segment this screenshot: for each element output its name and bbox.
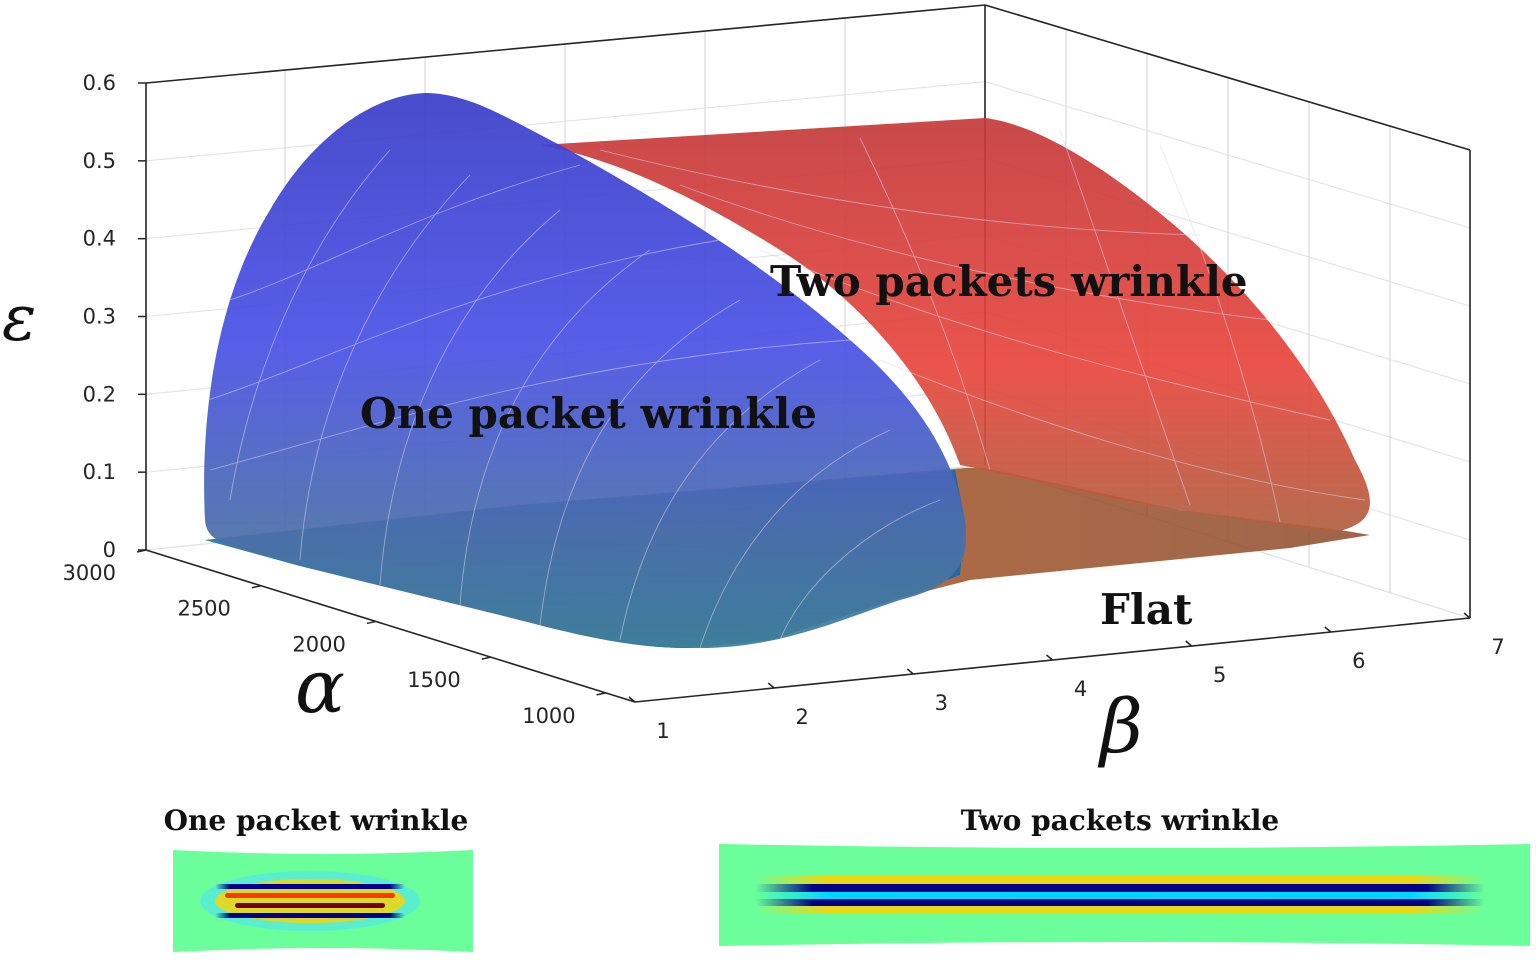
beta-tick-mark (1324, 626, 1332, 633)
beta-tick-mark (1463, 612, 1471, 619)
beta-axis-label: β (1097, 684, 1143, 770)
beta-tick-label: 3 (935, 691, 948, 715)
inset-two-packets: Two packets wrinkle (719, 804, 1530, 946)
alpha-tick-mark (481, 656, 491, 660)
z-tick-label: 0.3 (83, 305, 116, 329)
z-tick-label: 0 (103, 538, 116, 562)
region-label-flat: Flat (1100, 585, 1193, 634)
beta-tick-label: 2 (795, 705, 808, 729)
region-label-one-packet: One packet wrinkle (360, 389, 817, 438)
inset-one-packet-title: One packet wrinkle (164, 804, 469, 837)
inset-two-packets-title: Two packets wrinkle (961, 804, 1279, 837)
z-tick-label: 0.2 (83, 382, 116, 406)
alpha-axis: 1000 1500 2000 2500 3000 α (63, 549, 606, 730)
alpha-tick-label: 1500 (407, 668, 460, 692)
z-tick-label: 0.1 (83, 460, 116, 484)
beta-tick-mark (906, 668, 914, 675)
beta-tick-label: 6 (1352, 649, 1365, 673)
alpha-tick-mark (366, 620, 376, 625)
alpha-tick-label: 1000 (522, 704, 575, 728)
z-axis: 0 0.1 0.2 0.3 0.4 0.5 0.6 ε (2, 71, 146, 562)
beta-tick-mark (1185, 640, 1193, 647)
z-tick-label: 0.6 (83, 71, 116, 95)
z-axis-label: ε (2, 282, 36, 356)
beta-axis: 1 2 3 4 5 6 7 β (628, 612, 1505, 770)
inset-one-packet: One packet wrinkle (164, 804, 473, 952)
z-tick-label: 0.5 (83, 149, 116, 173)
alpha-tick-mark (251, 584, 262, 589)
beta-tick-label: 4 (1074, 677, 1087, 701)
z-tick-label: 0.4 (83, 227, 116, 251)
surface-mesh (207, 129, 1366, 649)
beta-tick-label: 5 (1213, 663, 1226, 687)
alpha-tick-mark (596, 692, 606, 696)
beta-tick-mark (628, 696, 636, 703)
beta-tick-mark (1046, 654, 1053, 661)
alpha-tick-label: 2500 (177, 597, 230, 621)
alpha-tick-mark (136, 549, 147, 553)
alpha-tick-label: 2000 (292, 632, 345, 656)
beta-tick-label: 1 (656, 719, 669, 743)
beta-tick-label: 7 (1491, 635, 1504, 659)
region-label-two-packets: Two packets wrinkle (770, 257, 1248, 306)
alpha-tick-label: 3000 (63, 561, 116, 585)
two-packets-surface (540, 118, 1370, 533)
alpha-axis-label: α (295, 644, 345, 730)
beta-tick-mark (767, 682, 775, 689)
